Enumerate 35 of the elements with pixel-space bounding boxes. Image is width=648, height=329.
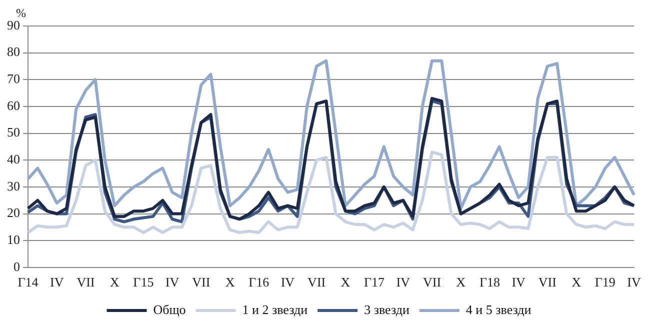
x-tick-label: Г18 (479, 274, 500, 290)
x-tick-label: X (456, 274, 466, 290)
legend-label: 3 звезди (364, 302, 410, 317)
legend-label: 1 и 2 звезди (242, 302, 308, 317)
x-tick-label: Г14 (18, 274, 39, 290)
y-tick-label: 10 (7, 232, 20, 247)
legend-label: 4 и 5 звезди (466, 302, 532, 317)
y-tick-label: 80 (7, 44, 20, 60)
x-tick-label: Г17 (364, 274, 386, 290)
x-tick-label: X (110, 274, 120, 290)
x-tick-label: IV (50, 274, 64, 290)
x-tick-label: IV (396, 274, 411, 290)
x-tick-label: VII (422, 274, 442, 290)
x-tick-label: Г15 (133, 274, 154, 290)
y-tick-label: 0 (14, 258, 20, 274)
y-tick-label: 70 (7, 71, 20, 86)
x-tick-label: IV (512, 274, 526, 290)
y-tick-label: 20 (7, 205, 20, 220)
x-tick-label: VII (76, 274, 95, 290)
y-tick-label: 50 (7, 124, 20, 140)
y-tick-label: 30 (7, 178, 20, 194)
x-tick-label: X (340, 274, 351, 290)
x-tick-label: VII (192, 274, 210, 290)
x-tick-label: IV (280, 274, 296, 290)
x-tick-label: IV (627, 274, 642, 290)
x-tick-label: X (225, 274, 236, 290)
x-tick-label: X (572, 274, 582, 290)
x-tick-label: VII (538, 274, 556, 290)
y-tick-label: 40 (7, 152, 20, 167)
y-tick-label: 60 (7, 98, 20, 113)
x-tick-label: Г16 (248, 274, 270, 290)
x-tick-label: VII (308, 274, 326, 290)
x-tick-label: IV (165, 274, 180, 290)
x-tick-label: Г19 (594, 274, 616, 290)
legend-label: Общо (153, 302, 186, 317)
